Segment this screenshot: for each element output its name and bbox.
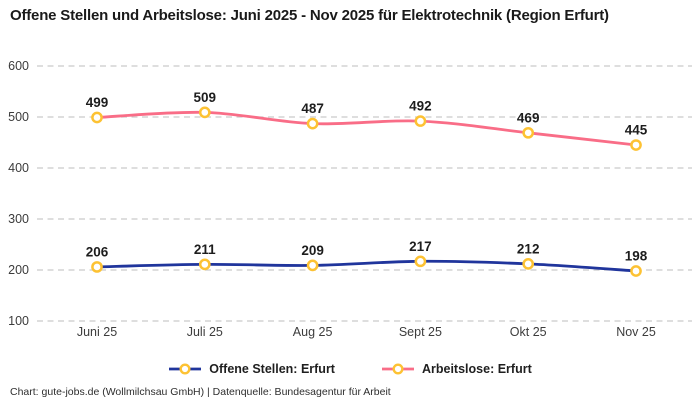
x-tick-label-juni-25: Juni 25 [77,325,117,339]
data-label-offene-stellen-erfurt-aug-25: 209 [301,243,324,258]
legend: Offene Stellen: Erfurt Arbeitslose: Erfu… [0,362,700,376]
y-tick-label-100: 100 [8,314,29,328]
data-label-arbeitslose-erfurt-nov-25: 445 [625,123,648,138]
x-tick-label-nov-25: Nov 25 [616,325,656,339]
legend-line-marker-icon [381,363,414,375]
data-point-arbeitslose-erfurt-nov-25 [630,139,642,151]
y-tick-label-300: 300 [8,212,29,226]
data-label-offene-stellen-erfurt-juli-25: 211 [194,242,216,257]
line-chart-plot-area: 100 200 300 400 500 600 Juni 25 Juli 25 Aug 25 Se… [8,59,692,339]
series-line-arbeitslose-erfurt [95,110,638,147]
y-tick-label-400: 400 [8,161,29,175]
x-tick-label-sept-25: Sept 25 [399,325,442,339]
data-label-arbeitslose-erfurt-okt-25: 469 [517,110,540,125]
data-label-arbeitslose-erfurt-aug-25: 487 [301,101,324,116]
data-point-arbeitslose-erfurt-sept-25 [414,115,427,127]
data-label-offene-stellen-erfurt-juni-25: 206 [86,244,109,259]
series-line-offene-stellen-erfurt [95,259,638,273]
data-point-offene-stellen-erfurt-aug-25 [306,259,319,272]
data-point-offene-stellen-erfurt-okt-25 [522,258,535,270]
data-point-offene-stellen-erfurt-juli-25 [198,258,211,271]
chart-title: Offene Stellen und Arbeitslose: Juni 202… [10,7,609,24]
x-tick-label-aug-25: Aug 25 [293,325,333,339]
legend-label-offene-stellen: Offene Stellen: Erfurt [209,362,335,376]
data-point-arbeitslose-erfurt-aug-25 [306,117,319,130]
y-tick-label-200: 200 [8,263,29,277]
data-point-arbeitslose-erfurt-juli-25 [198,106,211,119]
data-point-offene-stellen-erfurt-nov-25 [630,265,642,277]
x-tick-label-okt-25: Okt 25 [510,325,547,339]
data-point-offene-stellen-erfurt-juni-25 [91,261,103,273]
data-label-offene-stellen-erfurt-sept-25: 217 [409,239,432,254]
legend-label-arbeitslose: Arbeitslose: Erfurt [421,362,532,376]
data-label-arbeitslose-erfurt-juli-25: 509 [194,90,217,105]
data-label-arbeitslose-erfurt-sept-25: 492 [409,99,432,114]
legend-item-arbeitslose[interactable]: Arbeitslose: Erfurt [381,362,532,376]
data-label-offene-stellen-erfurt-nov-25: 198 [625,249,648,264]
chart-attribution: Chart: gute-jobs.de (Wollmilchsau GmbH) … [10,386,391,398]
legend-item-offene-stellen[interactable]: Offene Stellen: Erfurt [168,362,335,376]
x-tick-label-juli-25: Juli 25 [187,325,223,339]
data-point-offene-stellen-erfurt-sept-25 [414,255,427,268]
data-label-offene-stellen-erfurt-okt-25: 212 [517,241,540,256]
y-tick-label-600: 600 [8,59,29,73]
data-label-arbeitslose-erfurt-juni-25: 499 [86,95,109,110]
y-tick-label-500: 500 [8,110,29,124]
data-point-arbeitslose-erfurt-okt-25 [522,126,535,139]
data-point-arbeitslose-erfurt-juni-25 [91,111,103,124]
legend-line-marker-icon [169,363,202,375]
